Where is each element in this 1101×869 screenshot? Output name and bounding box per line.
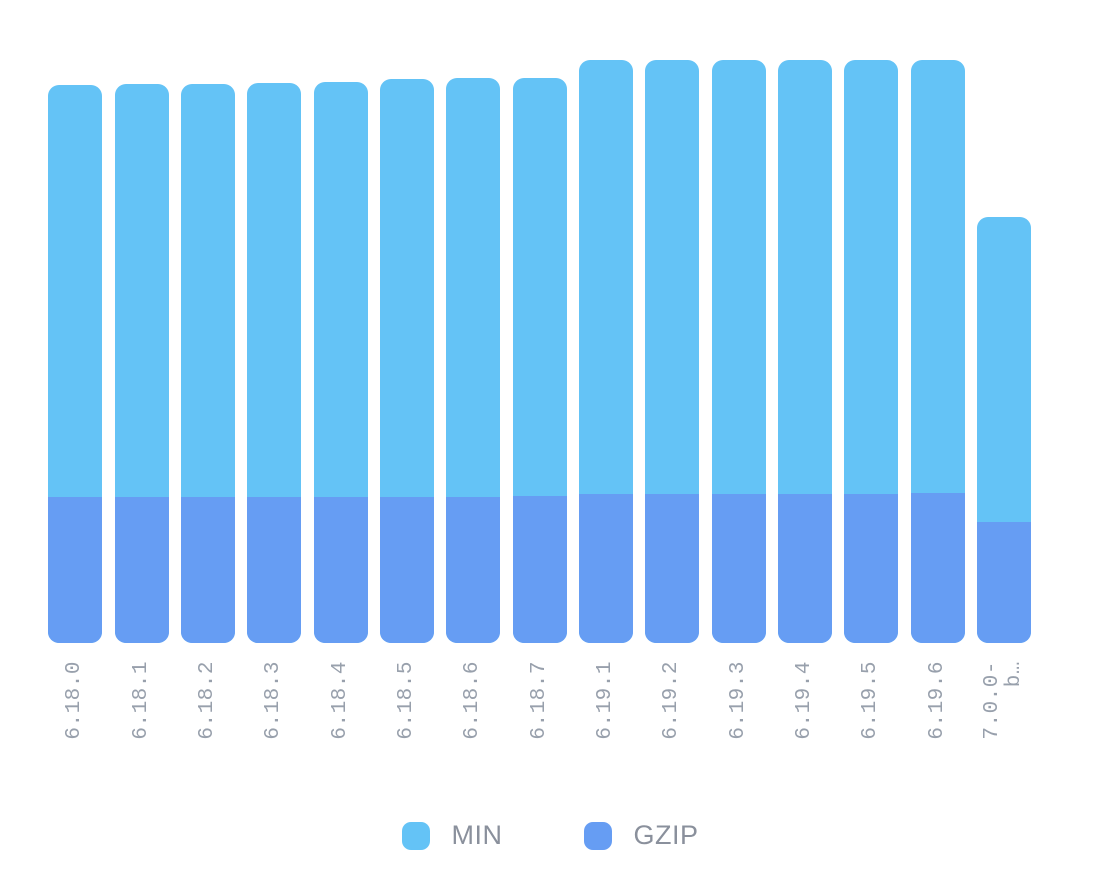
x-axis-label-cell: 7.0.0- b… <box>971 643 1037 778</box>
bar-slot <box>838 60 904 643</box>
bar-gzip-segment <box>512 496 567 643</box>
x-axis-label: 6.18.2 <box>195 660 219 740</box>
bar-gzip-segment <box>48 497 103 643</box>
bar-slot <box>175 60 241 643</box>
x-axis-label: 6.18.1 <box>129 660 153 740</box>
x-axis-label: 6.18.4 <box>328 660 352 740</box>
bars-row <box>42 60 1101 643</box>
bar-6.18.5[interactable] <box>379 79 434 643</box>
legend-swatch <box>584 821 613 850</box>
bar-gzip-segment <box>579 494 634 643</box>
bar-gzip-segment <box>711 494 766 643</box>
x-axis-label: 6.19.3 <box>726 660 750 740</box>
x-axis-label-cell: 6.18.3 <box>241 643 307 778</box>
x-axis-label: 6.18.0 <box>63 660 87 740</box>
bar-6.18.2[interactable] <box>180 84 235 643</box>
bar-gzip-segment <box>180 497 235 643</box>
bar-slot <box>905 60 971 643</box>
x-axis-label-cell: 6.18.5 <box>374 643 440 778</box>
bar-slot <box>639 60 705 643</box>
legend: MIN GZIP <box>0 820 1101 851</box>
x-axis-label: 6.19.1 <box>594 660 618 740</box>
bar-gzip-segment <box>645 494 700 643</box>
bar-6.18.4[interactable] <box>313 82 368 643</box>
bar-slot <box>108 60 174 643</box>
bar-6.19.3[interactable] <box>711 60 766 643</box>
bar-slot <box>706 60 772 643</box>
x-axis-label-cell: 6.19.4 <box>772 643 838 778</box>
x-axis-label: 6.18.7 <box>527 660 551 740</box>
bar-slot <box>772 60 838 643</box>
bar-6.18.1[interactable] <box>114 84 169 643</box>
x-axis-label: 6.19.4 <box>793 660 817 740</box>
bar-6.19.4[interactable] <box>778 60 833 643</box>
x-axis-labels: 6.18.0 6.18.1 6.18.2 6.18.3 6.18.4 6.18.5 6.18… <box>42 643 1101 778</box>
bar-slot <box>241 60 307 643</box>
bar-slot <box>307 60 373 643</box>
bar-gzip-segment <box>977 522 1032 643</box>
bar-6.19.6[interactable] <box>910 60 965 643</box>
bar-slot <box>42 60 108 643</box>
bar-slot <box>573 60 639 643</box>
bar-gzip-segment <box>778 494 833 643</box>
bar-6.19.5[interactable] <box>844 60 899 643</box>
bar-slot <box>507 60 573 643</box>
legend-swatch <box>402 821 431 850</box>
x-axis-label-cell: 6.18.0 <box>42 643 108 778</box>
x-axis-label-cell: 6.19.5 <box>838 643 904 778</box>
x-axis-label: 6.19.2 <box>660 660 684 740</box>
x-axis-label-cell: 6.19.3 <box>706 643 772 778</box>
bar-6.18.6[interactable] <box>446 78 501 643</box>
x-axis-label-cell: 6.18.4 <box>307 643 373 778</box>
bar-gzip-segment <box>247 497 302 643</box>
x-axis-label: 6.18.3 <box>262 660 286 740</box>
x-axis-label-cell: 6.18.7 <box>507 643 573 778</box>
bar-6.19.1[interactable] <box>579 60 634 643</box>
bar-6.18.7[interactable] <box>512 78 567 643</box>
x-axis-label: 6.19.5 <box>859 660 883 740</box>
bar-6.18.3[interactable] <box>247 83 302 643</box>
x-axis-label-cell: 6.19.2 <box>639 643 705 778</box>
x-axis-label: 6.18.5 <box>394 660 418 740</box>
x-axis-label-cell: 6.18.6 <box>440 643 506 778</box>
x-axis-label: 7.0.0- b… <box>981 660 1027 740</box>
bar-slot <box>374 60 440 643</box>
bar-gzip-segment <box>446 497 501 643</box>
x-axis-label-cell: 6.19.6 <box>905 643 971 778</box>
bar-6.18.0[interactable] <box>48 85 103 643</box>
x-axis-label: 6.19.6 <box>925 660 949 740</box>
bar-gzip-segment <box>379 497 434 643</box>
x-axis-label-cell: 6.18.1 <box>108 643 174 778</box>
bar-slot <box>971 60 1037 643</box>
legend-label: GZIP <box>633 820 699 850</box>
bar-gzip-segment <box>910 493 965 643</box>
bar-gzip-segment <box>844 494 899 643</box>
legend-label: MIN <box>451 820 503 850</box>
bar-7.0.0-[interactable] <box>977 217 1032 643</box>
x-axis-label-cell: 6.18.2 <box>175 643 241 778</box>
bar-gzip-segment <box>313 497 368 643</box>
legend-item-gzip: GZIP <box>584 820 698 851</box>
x-axis-label: 6.18.6 <box>461 660 485 740</box>
bar-6.19.2[interactable] <box>645 60 700 643</box>
legend-item-min: MIN <box>402 820 502 851</box>
bar-gzip-segment <box>114 497 169 643</box>
bundle-size-chart: 6.18.0 6.18.1 6.18.2 6.18.3 6.18.4 6.18.5 6.18… <box>0 60 1101 869</box>
bar-slot <box>440 60 506 643</box>
x-axis-label-cell: 6.19.1 <box>573 643 639 778</box>
